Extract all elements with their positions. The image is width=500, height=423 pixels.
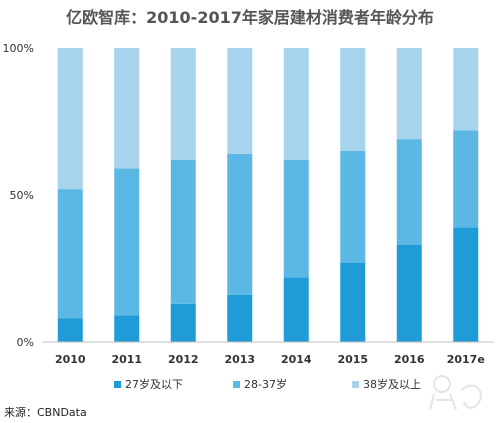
bar-2012-series-0: [170, 303, 196, 342]
legend-swatch-1: [233, 381, 240, 388]
bar-2015-series-1: [340, 150, 366, 263]
bar-2013-series-0: [227, 294, 253, 342]
legend-label-1: 28-37岁: [244, 377, 287, 391]
legend-label-0: 27岁及以下: [125, 377, 183, 391]
robot-watermark-icon: [429, 375, 482, 411]
bar-2015-series-2: [340, 48, 366, 151]
x-tick-label: 2013: [224, 353, 255, 366]
bar-2017e-series-2: [453, 48, 479, 131]
axes-layer: 0% 50% 100% 2010 2011 2012 2013 2014 2015 2016 201…: [3, 42, 494, 366]
bar-2014-series-1: [283, 159, 309, 278]
bar-2016-series-0: [396, 244, 422, 342]
bar-2010-series-2: [57, 48, 83, 190]
bars-layer: [57, 48, 479, 342]
bar-2017e-series-0: [453, 227, 479, 342]
chart-title: 亿欧智库：2010-2017年家居建材消费者年龄分布: [66, 8, 434, 27]
x-tick-label: 2010: [55, 353, 86, 366]
x-tick-label: 2012: [168, 353, 199, 366]
y-tick-label: 50%: [10, 189, 34, 202]
bar-2015-series-0: [340, 262, 366, 342]
x-tick-label: 2011: [111, 353, 142, 366]
bar-2014-series-2: [283, 48, 309, 160]
y-tick-label: 0%: [17, 336, 34, 349]
bar-2011-series-1: [114, 168, 140, 316]
source-note: 来源：CBNData: [4, 406, 87, 419]
legend-swatch-0: [114, 381, 121, 388]
x-tick-label: 2014: [281, 353, 312, 366]
legend-label-2: 38岁及以上: [363, 377, 421, 391]
bar-2012-series-1: [170, 159, 196, 304]
bar-2012-series-2: [170, 48, 196, 160]
x-tick-label: 2015: [337, 353, 368, 366]
y-tick-label: 100%: [3, 42, 34, 55]
bar-2013-series-2: [227, 48, 253, 154]
bar-2010-series-1: [57, 189, 83, 319]
x-tick-label: 2016: [394, 353, 425, 366]
bar-2016-series-1: [396, 139, 422, 245]
legend-swatch-2: [352, 381, 359, 388]
bar-2016-series-2: [396, 48, 422, 140]
bar-2014-series-0: [283, 277, 309, 342]
bar-2010-series-0: [57, 318, 83, 342]
bar-2011-series-2: [114, 48, 140, 169]
x-tick-label: 2017e: [447, 353, 485, 366]
bar-2017e-series-1: [453, 130, 479, 228]
bar-2013-series-1: [227, 153, 253, 295]
bar-2011-series-0: [114, 315, 140, 342]
legend: 27岁及以下 28-37岁 38岁及以上: [114, 377, 421, 391]
